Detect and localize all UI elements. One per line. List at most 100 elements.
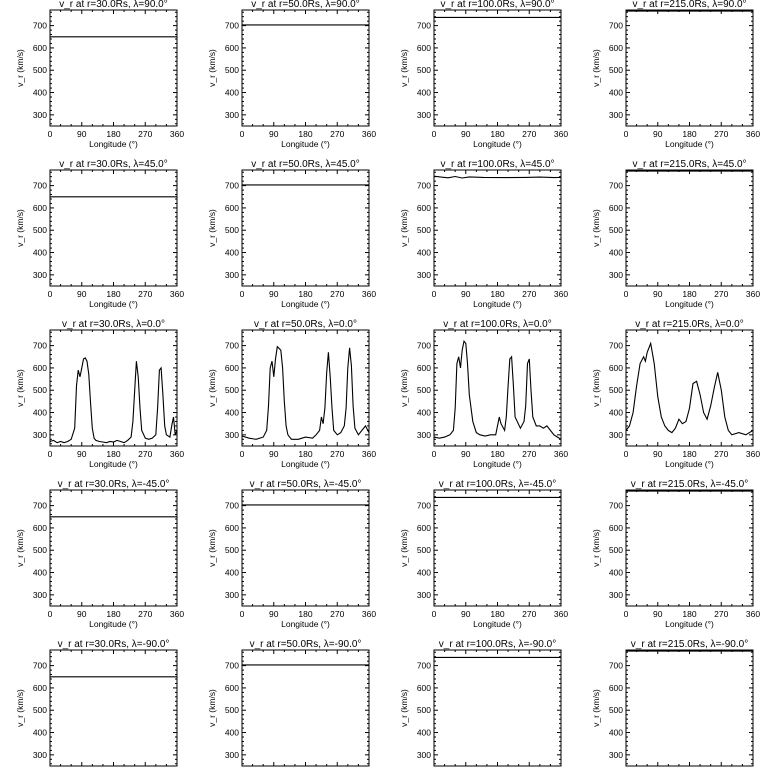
y-axis-label: v_r (km/s) — [399, 689, 409, 727]
x-tick-label: 90 — [77, 449, 87, 459]
x-tick-label: 0 — [240, 449, 245, 459]
y-axis-label: v_r (km/s) — [15, 529, 25, 567]
x-axis-label: Longitude (°) — [89, 619, 138, 629]
y-tick-label: 500 — [225, 65, 239, 75]
y-axis-label: v_r (km/s) — [591, 49, 601, 87]
y-tick-label: 600 — [225, 683, 239, 693]
x-tick-label: 180 — [106, 609, 120, 619]
panel-title: v_r at r=215.0Rs, λ=45.0° — [632, 159, 746, 170]
x-tick-label: 0 — [624, 609, 629, 619]
y-tick-label: 500 — [609, 705, 623, 715]
panel-title: v_r at r=50.0Rs, λ=90.0° — [251, 0, 360, 10]
x-tick-label: 360 — [554, 449, 568, 459]
x-tick-label: 360 — [170, 609, 184, 619]
y-tick-label: 500 — [33, 225, 47, 235]
x-axis-label: Longitude (°) — [473, 619, 522, 629]
x-tick-label: 90 — [77, 289, 87, 299]
x-tick-label: 270 — [522, 609, 536, 619]
y-tick-label: 700 — [225, 21, 239, 31]
x-tick-label: 0 — [432, 129, 437, 139]
x-tick-label: 90 — [653, 129, 663, 139]
x-tick-label: 180 — [490, 129, 504, 139]
panel-title: v_r at r=30.0Rs, λ=90.0° — [59, 0, 168, 10]
series-line — [433, 339, 562, 440]
x-tick-label: 90 — [269, 289, 279, 299]
x-tick-label: 180 — [298, 289, 312, 299]
x-axis-label: Longitude (°) — [89, 459, 138, 469]
x-tick-label: 0 — [432, 609, 437, 619]
y-axis-label: v_r (km/s) — [591, 529, 601, 567]
x-axis-label: Longitude (°) — [473, 139, 522, 149]
x-axis-label: Longitude (°) — [665, 299, 714, 309]
series-line — [625, 341, 754, 436]
x-tick-label: 0 — [240, 609, 245, 619]
panel-title: v_r at r=50.0Rs, λ=-90.0° — [250, 639, 362, 650]
y-tick-label: 500 — [225, 385, 239, 395]
x-tick-label: 360 — [554, 609, 568, 619]
y-tick-label: 600 — [417, 523, 431, 533]
y-tick-label: 300 — [417, 110, 431, 120]
y-tick-label: 700 — [33, 501, 47, 511]
y-tick-label: 600 — [417, 363, 431, 373]
y-tick-label: 400 — [33, 248, 47, 258]
y-tick-label: 400 — [33, 568, 47, 578]
y-tick-label: 600 — [609, 43, 623, 53]
x-tick-label: 360 — [746, 609, 760, 619]
x-tick-label: 0 — [48, 289, 53, 299]
plot-frame — [49, 9, 178, 127]
panel-title: v_r at r=50.0Rs, λ=0.0° — [254, 319, 357, 330]
panel-20: v_r at r=215.0Rs, λ=-90.0°09018027036030… — [591, 639, 754, 767]
y-tick-label: 700 — [225, 501, 239, 511]
panel-title: v_r at r=100.0Rs, λ=0.0° — [443, 319, 552, 330]
x-tick-label: 360 — [170, 129, 184, 139]
y-tick-label: 700 — [225, 661, 239, 671]
y-tick-label: 300 — [33, 430, 47, 440]
y-tick-label: 300 — [609, 270, 623, 280]
x-axis-label: Longitude (°) — [89, 139, 138, 149]
y-axis-label: v_r (km/s) — [15, 49, 25, 87]
x-tick-label: 270 — [138, 449, 152, 459]
panel-title: v_r at r=30.0Rs, λ=-90.0° — [58, 639, 170, 650]
x-tick-label: 90 — [653, 609, 663, 619]
series-line — [49, 357, 178, 444]
panel-12: v_r at r=215.0Rs, λ=0.0° 0 90 180 270 360 300 4… — [591, 319, 760, 469]
panel-title: v_r at r=215.0Rs, λ=0.0° — [635, 319, 744, 330]
x-tick-label: 0 — [624, 449, 629, 459]
y-tick-label: 700 — [417, 501, 431, 511]
y-tick-label: 600 — [609, 363, 623, 373]
y-tick-label: 600 — [609, 683, 623, 693]
panel-title: v_r at r=100.0Rs, λ=-45.0° — [439, 479, 556, 490]
panel-1: v_r at r=30.0Rs, λ=90.0° 0 90 180 270 360 300 4… — [15, 0, 184, 149]
x-tick-label: 360 — [554, 129, 568, 139]
x-tick-label: 0 — [240, 129, 245, 139]
y-tick-label: 400 — [609, 248, 623, 258]
x-tick-label: 360 — [362, 609, 376, 619]
y-tick-label: 500 — [33, 385, 47, 395]
y-tick-label: 700 — [225, 181, 239, 191]
x-tick-label: 270 — [714, 609, 728, 619]
x-tick-label: 0 — [624, 289, 629, 299]
y-tick-label: 600 — [225, 203, 239, 213]
x-tick-label: 360 — [746, 289, 760, 299]
y-tick-label: 600 — [33, 363, 47, 373]
y-axis-label: v_r (km/s) — [399, 209, 409, 247]
x-tick-label: 180 — [298, 129, 312, 139]
y-axis-label: v_r (km/s) — [591, 209, 601, 247]
y-axis-label: v_r (km/s) — [207, 209, 217, 247]
y-axis-label: v_r (km/s) — [591, 689, 601, 727]
y-tick-label: 300 — [417, 750, 431, 760]
y-tick-label: 500 — [417, 225, 431, 235]
panel-title: v_r at r=100.0Rs, λ=90.0° — [440, 0, 554, 10]
y-tick-label: 300 — [609, 590, 623, 600]
y-tick-label: 300 — [609, 750, 623, 760]
x-axis-label: Longitude (°) — [281, 299, 330, 309]
x-tick-label: 90 — [461, 289, 471, 299]
y-tick-label: 700 — [609, 181, 623, 191]
x-tick-label: 90 — [269, 449, 279, 459]
y-axis-label: v_r (km/s) — [399, 49, 409, 87]
x-tick-label: 90 — [653, 289, 663, 299]
x-tick-label: 360 — [554, 289, 568, 299]
panel-title: v_r at r=100.0Rs, λ=-90.0° — [439, 639, 556, 650]
y-tick-label: 400 — [417, 568, 431, 578]
